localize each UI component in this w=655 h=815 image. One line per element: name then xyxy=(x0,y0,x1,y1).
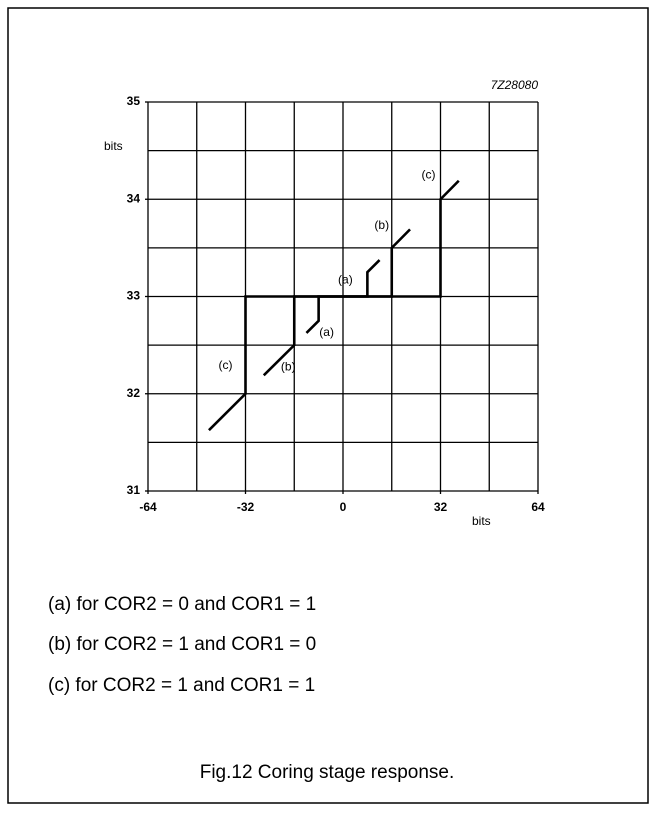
series-label: (a) xyxy=(319,325,334,339)
y-tick-label: 31 xyxy=(127,483,141,497)
series-label: (b) xyxy=(281,359,296,373)
series-label: (c) xyxy=(422,167,436,181)
note: (b) for COR2 = 1 and COR1 = 0 xyxy=(48,634,316,655)
series-label: (c) xyxy=(219,358,233,372)
series-label: (b) xyxy=(374,218,389,232)
y-tick-label: 32 xyxy=(127,386,141,400)
note: (c) for COR2 = 1 and COR1 = 1 xyxy=(48,675,315,696)
y-tick-label: 33 xyxy=(127,289,141,303)
series-line xyxy=(262,228,411,377)
x-tick-label: -32 xyxy=(237,500,255,514)
figure-code: 7Z28080 xyxy=(491,78,539,92)
frame xyxy=(7,7,649,804)
y-tick-label: 34 xyxy=(127,191,141,205)
caption: Fig.12 Coring stage response. xyxy=(200,762,455,783)
y-axis-label: bits xyxy=(104,139,123,153)
series-label: (a) xyxy=(338,272,353,286)
y-tick-label: 35 xyxy=(127,94,141,108)
x-axis-label: bits xyxy=(472,514,491,528)
series-line xyxy=(208,179,460,432)
x-tick-label: 64 xyxy=(531,500,545,514)
x-tick-label: 32 xyxy=(434,500,448,514)
x-tick-label: -64 xyxy=(139,500,157,514)
note: (a) for COR2 = 0 and COR1 = 1 xyxy=(48,594,316,615)
x-tick-label: 0 xyxy=(340,500,347,514)
